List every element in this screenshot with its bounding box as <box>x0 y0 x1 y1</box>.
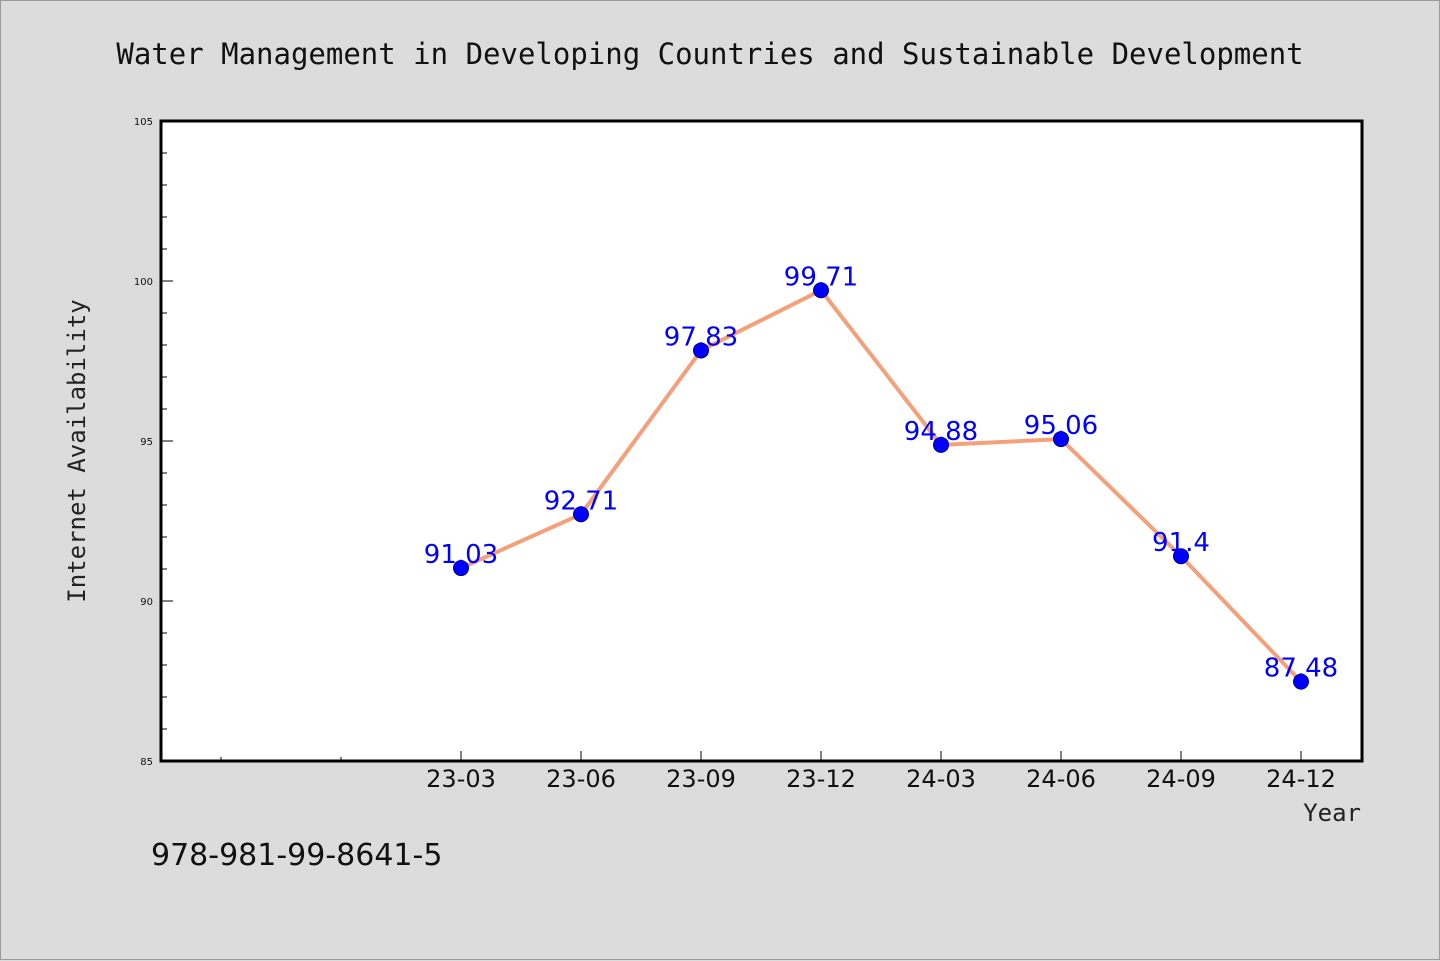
y-tick-label: 105 <box>134 117 153 128</box>
y-axis-ticks: 85 90 95 100 105 <box>134 117 173 768</box>
x-tick-label: 23-09 <box>666 765 736 793</box>
series-line <box>460 288 1303 684</box>
y-tick-label: 100 <box>134 277 153 288</box>
y-tick-label: 90 <box>140 597 153 608</box>
data-value-label: 91.4 <box>1152 528 1210 558</box>
y-tick-label: 85 <box>140 757 153 768</box>
x-tick-label: 23-06 <box>546 765 616 793</box>
data-point-marker <box>573 506 589 523</box>
y-axis-label: Internet Availability <box>63 299 91 602</box>
data-point-marker <box>933 436 949 453</box>
x-tick-label: 24-09 <box>1146 765 1216 793</box>
data-value-label: 99.71 <box>784 262 858 292</box>
data-value-label: 87.48 <box>1264 654 1338 684</box>
data-point-marker <box>1293 673 1309 690</box>
data-point-marker <box>1173 548 1189 565</box>
y-tick-label: 95 <box>140 437 153 448</box>
x-tick-label: 24-12 <box>1266 765 1336 793</box>
data-value-label: 94.88 <box>904 417 978 447</box>
chart-title: Water Management in Developing Countries… <box>116 37 1303 71</box>
x-tick-label: 23-12 <box>786 765 856 793</box>
data-point-marker <box>1053 431 1069 448</box>
plot-area <box>159 119 1364 763</box>
data-point-marker <box>813 282 829 299</box>
data-point-marker <box>693 342 709 359</box>
data-point-marker <box>453 560 469 577</box>
x-tick-label: 24-03 <box>906 765 976 793</box>
x-axis-label: Year <box>1303 799 1361 827</box>
data-value-label: 92.71 <box>544 486 618 516</box>
x-axis-ticks: 23-03 23-06 23-09 23-12 24-03 24-06 24-09 24-12 <box>220 751 1336 793</box>
x-tick-label: 24-06 <box>1026 765 1096 793</box>
isbn-caption: 978-981-99-8641-5 <box>151 838 442 873</box>
x-tick-label: 23-03 <box>426 765 496 793</box>
series-layer: 91.03 92.71 97.83 99.71 94.88 95.06 91.4 87.48 <box>424 262 1338 690</box>
data-value-label: 95.06 <box>1024 411 1098 441</box>
data-value-label: 97.83 <box>664 322 738 352</box>
data-value-label: 91.03 <box>424 540 498 570</box>
